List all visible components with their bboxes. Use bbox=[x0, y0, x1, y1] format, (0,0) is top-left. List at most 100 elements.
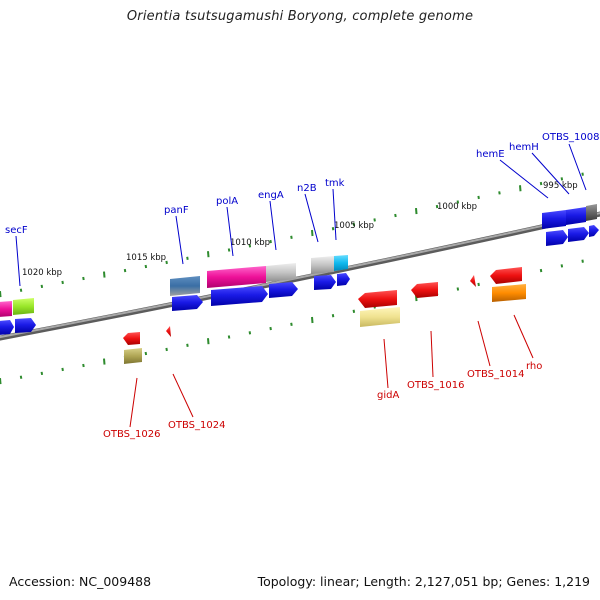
gene-hemH[interactable] bbox=[566, 207, 586, 225]
tick-mark bbox=[352, 222, 356, 226]
gene-OTBS_1026[interactable] bbox=[124, 348, 142, 364]
tick-mark bbox=[290, 235, 293, 239]
tick-mark bbox=[311, 316, 314, 324]
gene-feature[interactable] bbox=[337, 273, 350, 286]
tick-mark bbox=[186, 256, 189, 260]
gene-feature[interactable] bbox=[15, 318, 36, 333]
gene-feature[interactable] bbox=[13, 298, 34, 315]
gene-label: engA bbox=[258, 190, 284, 201]
tick-mark bbox=[19, 375, 23, 379]
gene-feature[interactable] bbox=[358, 290, 397, 308]
tick-mark bbox=[248, 244, 252, 248]
tick-mark bbox=[269, 326, 272, 331]
tick-mark bbox=[165, 347, 168, 352]
gene-label: secF bbox=[5, 225, 28, 236]
tick-mark bbox=[0, 290, 2, 298]
gene-label: OTBS_1016 bbox=[407, 380, 464, 391]
tick-mark bbox=[373, 218, 376, 222]
tick-mark bbox=[227, 248, 231, 252]
gene-label: gidA bbox=[377, 390, 399, 401]
tick-mark bbox=[539, 181, 543, 186]
gene-label: OTBS_1024 bbox=[168, 420, 225, 431]
tick-mark bbox=[103, 358, 106, 365]
gene-engA[interactable] bbox=[266, 263, 296, 282]
tick-mark bbox=[560, 264, 564, 268]
gene-feature[interactable] bbox=[568, 227, 589, 242]
gene-feature[interactable] bbox=[0, 320, 14, 335]
gene-feature[interactable] bbox=[269, 282, 298, 298]
gene-label: tmk bbox=[325, 178, 345, 189]
tick-mark bbox=[207, 251, 210, 258]
tick-mark bbox=[539, 268, 543, 273]
gene-feature[interactable] bbox=[546, 230, 568, 246]
tick-mark bbox=[331, 314, 335, 318]
gene-n2B[interactable] bbox=[311, 256, 334, 274]
tick-mark bbox=[61, 367, 64, 372]
tick-mark bbox=[207, 338, 210, 345]
tick-mark bbox=[352, 309, 356, 313]
gene-feature[interactable] bbox=[314, 275, 336, 290]
gene-OTBS_1014[interactable] bbox=[470, 275, 476, 287]
tick-mark bbox=[415, 207, 418, 215]
genome-stats-text: Topology: linear; Length: 2,127,051 bp; … bbox=[257, 574, 590, 589]
gene-feature[interactable] bbox=[490, 267, 522, 284]
tick-mark bbox=[0, 377, 2, 385]
gene-label: OTBS_1026 bbox=[103, 429, 160, 440]
tick-mark bbox=[227, 335, 231, 339]
tick-mark bbox=[394, 213, 397, 218]
gene-label: n2B bbox=[297, 183, 317, 194]
gene-label: OTBS_1008 bbox=[542, 132, 599, 143]
gene-feature[interactable] bbox=[211, 286, 268, 306]
tick-mark bbox=[581, 172, 584, 176]
gene-feature[interactable] bbox=[0, 301, 12, 317]
tick-mark bbox=[456, 287, 460, 291]
gene-feature[interactable] bbox=[123, 332, 140, 345]
gene-feature[interactable] bbox=[172, 295, 203, 311]
tick-mark bbox=[123, 268, 127, 273]
tick-mark bbox=[82, 276, 85, 281]
gene-secF-region[interactable] bbox=[0, 298, 34, 317]
tick-mark bbox=[331, 227, 335, 231]
gene-label: hemH bbox=[509, 142, 539, 153]
tick-mark bbox=[477, 195, 480, 200]
gene-label: panF bbox=[164, 205, 189, 216]
gene-panF[interactable] bbox=[170, 276, 200, 296]
tick-mark bbox=[144, 264, 148, 269]
forward-tick-marks bbox=[0, 172, 584, 298]
tick-mark bbox=[498, 191, 501, 195]
gene-label: rho bbox=[526, 361, 542, 372]
gene-OTBS_1008[interactable] bbox=[586, 204, 597, 221]
kbp-mark: 1005 kbp bbox=[334, 221, 374, 231]
tick-mark bbox=[477, 282, 480, 287]
tick-mark bbox=[19, 288, 23, 292]
gene-hemE[interactable] bbox=[542, 210, 566, 229]
tick-mark bbox=[61, 280, 64, 285]
gene-OTBS_1024[interactable] bbox=[166, 326, 171, 337]
tick-mark bbox=[560, 177, 564, 181]
gene-label: polA bbox=[216, 196, 238, 207]
tick-mark bbox=[248, 331, 252, 335]
tick-mark bbox=[82, 363, 85, 368]
tick-mark bbox=[519, 185, 522, 192]
forward-leader-lines bbox=[15, 143, 587, 287]
kbp-mark: 1010 kbp bbox=[230, 238, 270, 248]
gene-feature[interactable] bbox=[589, 225, 599, 237]
reverse-leader-lines bbox=[129, 314, 534, 428]
tick-mark bbox=[40, 371, 44, 376]
gene-rho[interactable] bbox=[492, 284, 526, 302]
gene-gidA[interactable] bbox=[360, 307, 400, 327]
tick-mark bbox=[40, 284, 44, 289]
tick-mark bbox=[290, 322, 293, 326]
gene-tmk[interactable] bbox=[334, 255, 348, 271]
tick-mark bbox=[186, 343, 189, 347]
tick-mark bbox=[311, 229, 314, 237]
tick-mark bbox=[103, 271, 106, 278]
gene-label: OTBS_1014 bbox=[467, 369, 524, 380]
kbp-mark: 1020 kbp bbox=[22, 268, 62, 278]
kbp-mark: 1015 kbp bbox=[126, 253, 166, 263]
kbp-mark: 995 kbp bbox=[543, 181, 578, 191]
gene-polA[interactable] bbox=[207, 266, 266, 288]
gene-OTBS_1016[interactable] bbox=[411, 282, 438, 298]
tick-mark bbox=[144, 351, 148, 356]
